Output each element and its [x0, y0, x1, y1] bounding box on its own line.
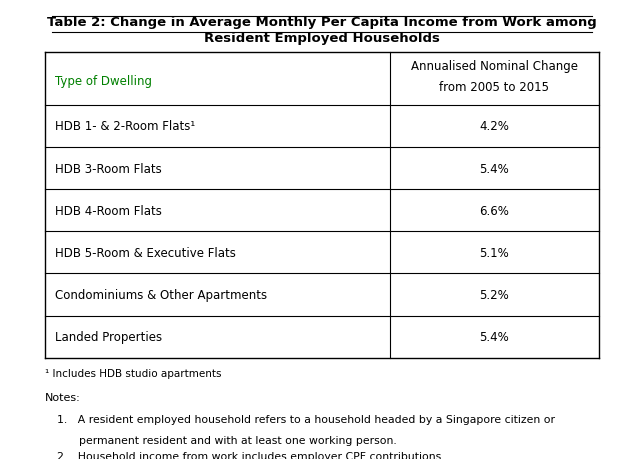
Text: Table 2: Change in Average Monthly Per Capita Income from Work among: Table 2: Change in Average Monthly Per C… — [47, 16, 597, 29]
Text: 5.4%: 5.4% — [479, 330, 509, 343]
Text: 4.2%: 4.2% — [479, 120, 509, 133]
Text: 5.2%: 5.2% — [479, 288, 509, 302]
Text: Condominiums & Other Apartments: Condominiums & Other Apartments — [55, 288, 267, 302]
Text: Type of Dwelling: Type of Dwelling — [55, 75, 152, 88]
Text: Annualised Nominal Change: Annualised Nominal Change — [411, 60, 578, 73]
Text: permanent resident and with at least one working person.: permanent resident and with at least one… — [79, 435, 396, 445]
Text: HDB 1- & 2-Room Flats¹: HDB 1- & 2-Room Flats¹ — [55, 120, 195, 133]
Text: HDB 4-Room Flats: HDB 4-Room Flats — [55, 204, 162, 217]
Text: 5.1%: 5.1% — [479, 246, 509, 259]
Text: 6.6%: 6.6% — [479, 204, 509, 217]
Text: HDB 3-Room Flats: HDB 3-Room Flats — [55, 162, 162, 175]
Text: from 2005 to 2015: from 2005 to 2015 — [439, 81, 549, 94]
Text: Notes:: Notes: — [45, 392, 81, 403]
Text: 5.4%: 5.4% — [479, 162, 509, 175]
Text: Landed Properties: Landed Properties — [55, 330, 162, 343]
Text: Resident Employed Households: Resident Employed Households — [204, 32, 440, 45]
Text: 2.   Household income from work includes employer CPF contributions.: 2. Household income from work includes e… — [57, 451, 444, 459]
Text: HDB 5-Room & Executive Flats: HDB 5-Room & Executive Flats — [55, 246, 236, 259]
Text: ¹ Includes HDB studio apartments: ¹ Includes HDB studio apartments — [45, 368, 222, 378]
Text: 1.   A resident employed household refers to a household headed by a Singapore c: 1. A resident employed household refers … — [57, 414, 554, 425]
